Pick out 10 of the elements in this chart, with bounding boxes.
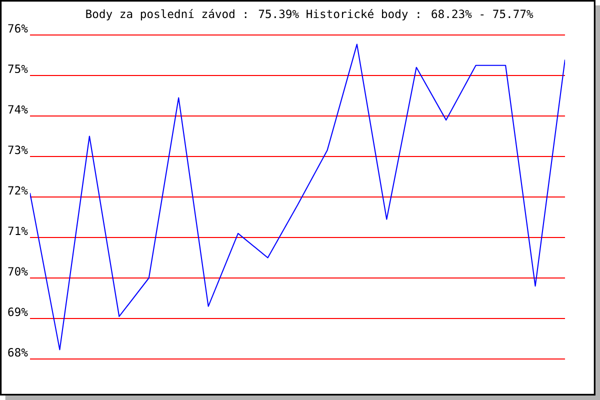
y-tick-label: 76% — [8, 24, 28, 33]
chart-title: Body za poslední závod : 75.39% Historické body : 68.23% - 75.77% — [86, 8, 534, 20]
y-tick-label: 75% — [8, 64, 28, 74]
y-tick-label: 73% — [8, 146, 28, 154]
y-tick-label: 72% — [8, 186, 28, 195]
y-tick-label: 69% — [8, 308, 28, 316]
y-tick-label: 74% — [8, 105, 28, 114]
y-tick-label: 71% — [8, 226, 28, 235]
y-tick-label: 70% — [8, 267, 28, 276]
y-tick-label: 68% — [8, 348, 28, 357]
